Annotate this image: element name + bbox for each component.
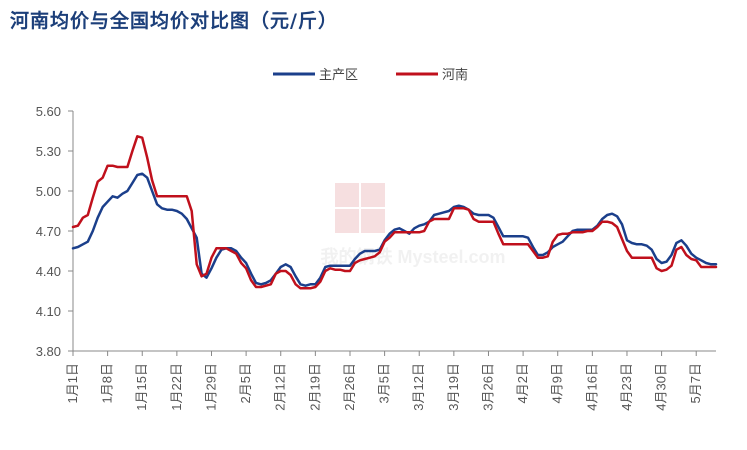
- watermark-text: 我的钢铁 Mysteel.com: [320, 246, 505, 267]
- x-tick-label: 2月26日: [342, 363, 357, 411]
- series-lines: [71, 135, 718, 290]
- chart-title: 河南均价与全国均价对比图（元/斤）: [10, 10, 338, 32]
- line-zhuchanqu: [71, 172, 718, 287]
- legend: 主产区 河南: [273, 67, 468, 83]
- y-tick-label: 3.80: [36, 344, 61, 359]
- y-tick-label: 4.70: [36, 224, 61, 239]
- line-henan: [71, 135, 718, 290]
- x-tick-label: 1月29日: [203, 363, 218, 411]
- x-tick-label: 2月5日: [238, 363, 253, 403]
- legend-henan-label: 河南: [442, 67, 468, 83]
- x-tick-label: 4月2日: [515, 363, 530, 403]
- watermark: 我的钢铁 Mysteel.com: [320, 183, 506, 267]
- legend-zhuchanqu-label: 主产区: [319, 68, 358, 83]
- x-tick-label: 3月26日: [480, 363, 495, 411]
- x-tick-label: 1月22日: [169, 363, 184, 411]
- x-tick-label: 4月9日: [550, 363, 565, 403]
- x-tick-label: 3月12日: [411, 363, 426, 411]
- x-tick-label: 1月15日: [134, 363, 149, 411]
- y-axis-ticks: 3.80 4.10 4.40 4.70 5.00 5.30 5.60: [36, 104, 73, 359]
- y-tick-label: 5.30: [36, 144, 61, 159]
- y-tick-label: 5.00: [36, 184, 61, 199]
- y-tick-label: 4.40: [36, 264, 61, 279]
- x-tick-label: 1月8日: [100, 363, 115, 403]
- x-tick-label: 3月19日: [446, 363, 461, 411]
- x-tick-label: 4月16日: [584, 363, 599, 411]
- x-tick-label: 5月7日: [688, 363, 703, 403]
- x-tick-label: 3月5日: [377, 363, 392, 403]
- y-tick-label: 4.10: [36, 304, 61, 319]
- x-tick-label: 4月30日: [654, 363, 669, 411]
- x-tick-label: 2月19日: [307, 363, 322, 411]
- y-tick-label: 5.60: [36, 104, 61, 119]
- x-tick-label: 1月1日: [65, 363, 80, 403]
- x-axis-ticks: 1月1日 1月8日 1月15日 1月22日 1月29日 2月5日 2月12日 2月19日 2月2…: [65, 351, 703, 411]
- x-tick-label: 2月12日: [273, 363, 288, 411]
- x-tick-label: 4月23日: [619, 363, 634, 411]
